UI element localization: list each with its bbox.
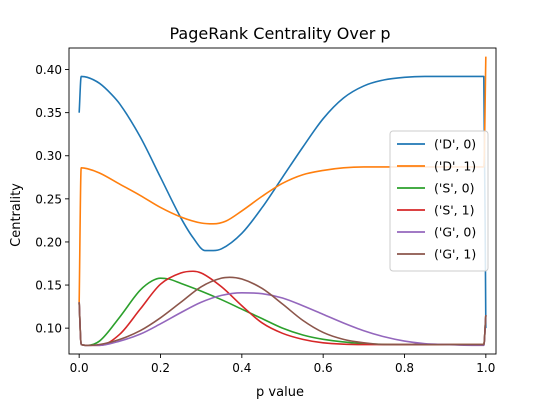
series-lines bbox=[78, 56, 487, 347]
legend-label: ('D', 1) bbox=[434, 159, 476, 174]
y-axis-label: Centrality bbox=[9, 183, 24, 247]
x-tick-label: 0.8 bbox=[395, 361, 414, 375]
x-tick-label: 0.4 bbox=[232, 361, 251, 375]
y-tick-label: 0.10 bbox=[35, 322, 62, 336]
legend-label: ('S', 1) bbox=[434, 203, 474, 218]
y-tick-label: 0.30 bbox=[35, 149, 62, 163]
legend: ('D', 0) ('D', 1) ('S', 0) ('S', 1) ('G', 0)… bbox=[389, 130, 489, 272]
series-line-2 bbox=[78, 277, 487, 347]
x-axis-label: p value bbox=[256, 385, 304, 400]
y-tick-label: 0.20 bbox=[35, 235, 62, 249]
y-tick-label: 0.35 bbox=[35, 106, 62, 120]
legend-label: ('G', 1) bbox=[434, 247, 476, 262]
series-line-5 bbox=[78, 276, 487, 347]
series-line-4 bbox=[78, 292, 487, 347]
x-axis: 0.0 0.2 0.4 0.6 0.8 1.0 bbox=[70, 354, 495, 375]
legend-label: ('S', 0) bbox=[434, 181, 474, 196]
legend-label: ('D', 0) bbox=[434, 137, 476, 152]
chart-title: PageRank Centrality Over p bbox=[169, 24, 390, 43]
plot-area bbox=[68, 47, 497, 355]
series-line-0 bbox=[78, 75, 487, 329]
y-tick-label: 0.15 bbox=[35, 279, 62, 293]
legend-label: ('G', 0) bbox=[434, 225, 476, 240]
x-tick-label: 0.0 bbox=[70, 361, 89, 375]
x-tick-label: 0.2 bbox=[151, 361, 170, 375]
y-tick-label: 0.25 bbox=[35, 192, 62, 206]
axes-frame bbox=[68, 47, 497, 355]
x-tick-label: 0.6 bbox=[314, 361, 333, 375]
y-axis: 0.10 0.15 0.20 0.25 0.30 0.35 0.40 bbox=[35, 63, 69, 336]
x-tick-label: 1.0 bbox=[476, 361, 495, 375]
y-tick-label: 0.40 bbox=[35, 63, 62, 77]
